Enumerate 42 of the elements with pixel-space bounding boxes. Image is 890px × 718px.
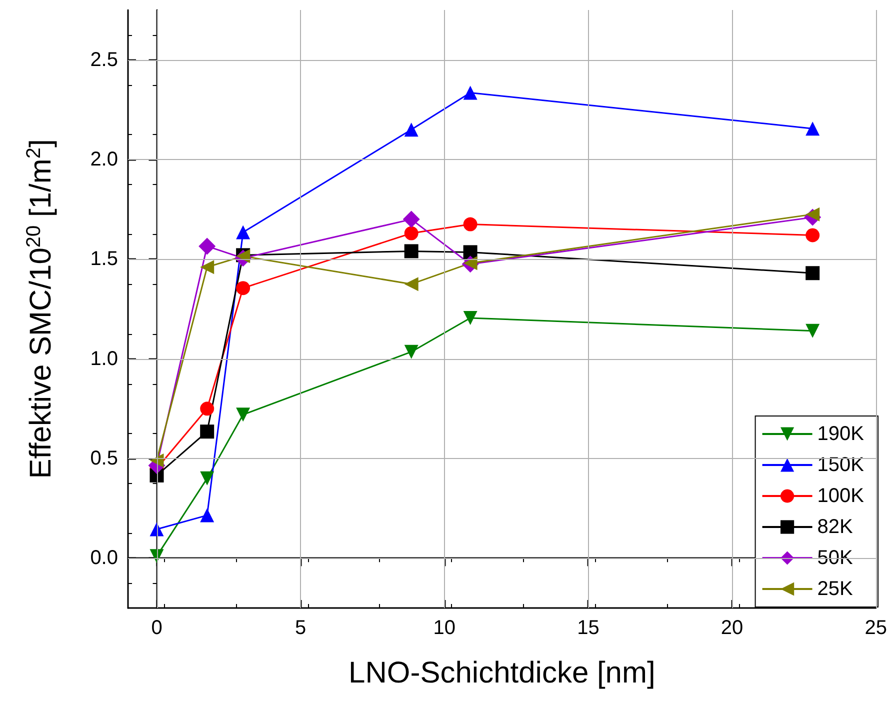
x-tick-label: 10: [433, 617, 456, 639]
point: [806, 122, 820, 136]
point: [463, 86, 478, 100]
point: [236, 225, 250, 240]
y-tick-label: 2.0: [90, 148, 118, 170]
x-tick-label: 15: [577, 617, 600, 639]
point: [404, 277, 418, 292]
point: [236, 408, 250, 422]
legend-label: 25K: [817, 578, 854, 600]
y-tick-label: 2.5: [90, 48, 118, 71]
point: [806, 324, 820, 338]
point: [806, 228, 820, 242]
point: [200, 508, 214, 522]
point: [150, 522, 164, 536]
point: [200, 402, 214, 416]
point: [463, 217, 478, 232]
point: [404, 226, 418, 240]
x-tick-label: 5: [295, 617, 306, 639]
legend-label: 190K: [817, 423, 865, 445]
y-tick-label: 0.5: [90, 448, 118, 470]
y-tick-label: 1.5: [90, 248, 118, 270]
point: [200, 424, 214, 439]
point: [463, 310, 478, 325]
point: [236, 281, 250, 296]
y-tick-label: 1.0: [90, 348, 118, 370]
point: [402, 210, 420, 228]
point: [198, 238, 216, 255]
legend-label: 100K: [817, 485, 865, 507]
point: [404, 244, 418, 258]
x-tick-label: 25: [864, 617, 887, 639]
legend-label: 82K: [817, 516, 854, 538]
y-axis-title: Effektive SMC/1020 [1/m2]: [23, 139, 58, 479]
point: [806, 207, 820, 222]
point: [404, 344, 418, 359]
point: [200, 260, 214, 274]
point: [404, 122, 418, 137]
x-tick-label: 0: [151, 617, 162, 639]
x-axis-title: LNO-Schichtdicke [nm]: [348, 656, 656, 690]
point: [806, 266, 820, 280]
y-tick-label: 0.0: [90, 547, 118, 570]
x-tick-label: 20: [720, 617, 744, 639]
point: [200, 471, 214, 486]
